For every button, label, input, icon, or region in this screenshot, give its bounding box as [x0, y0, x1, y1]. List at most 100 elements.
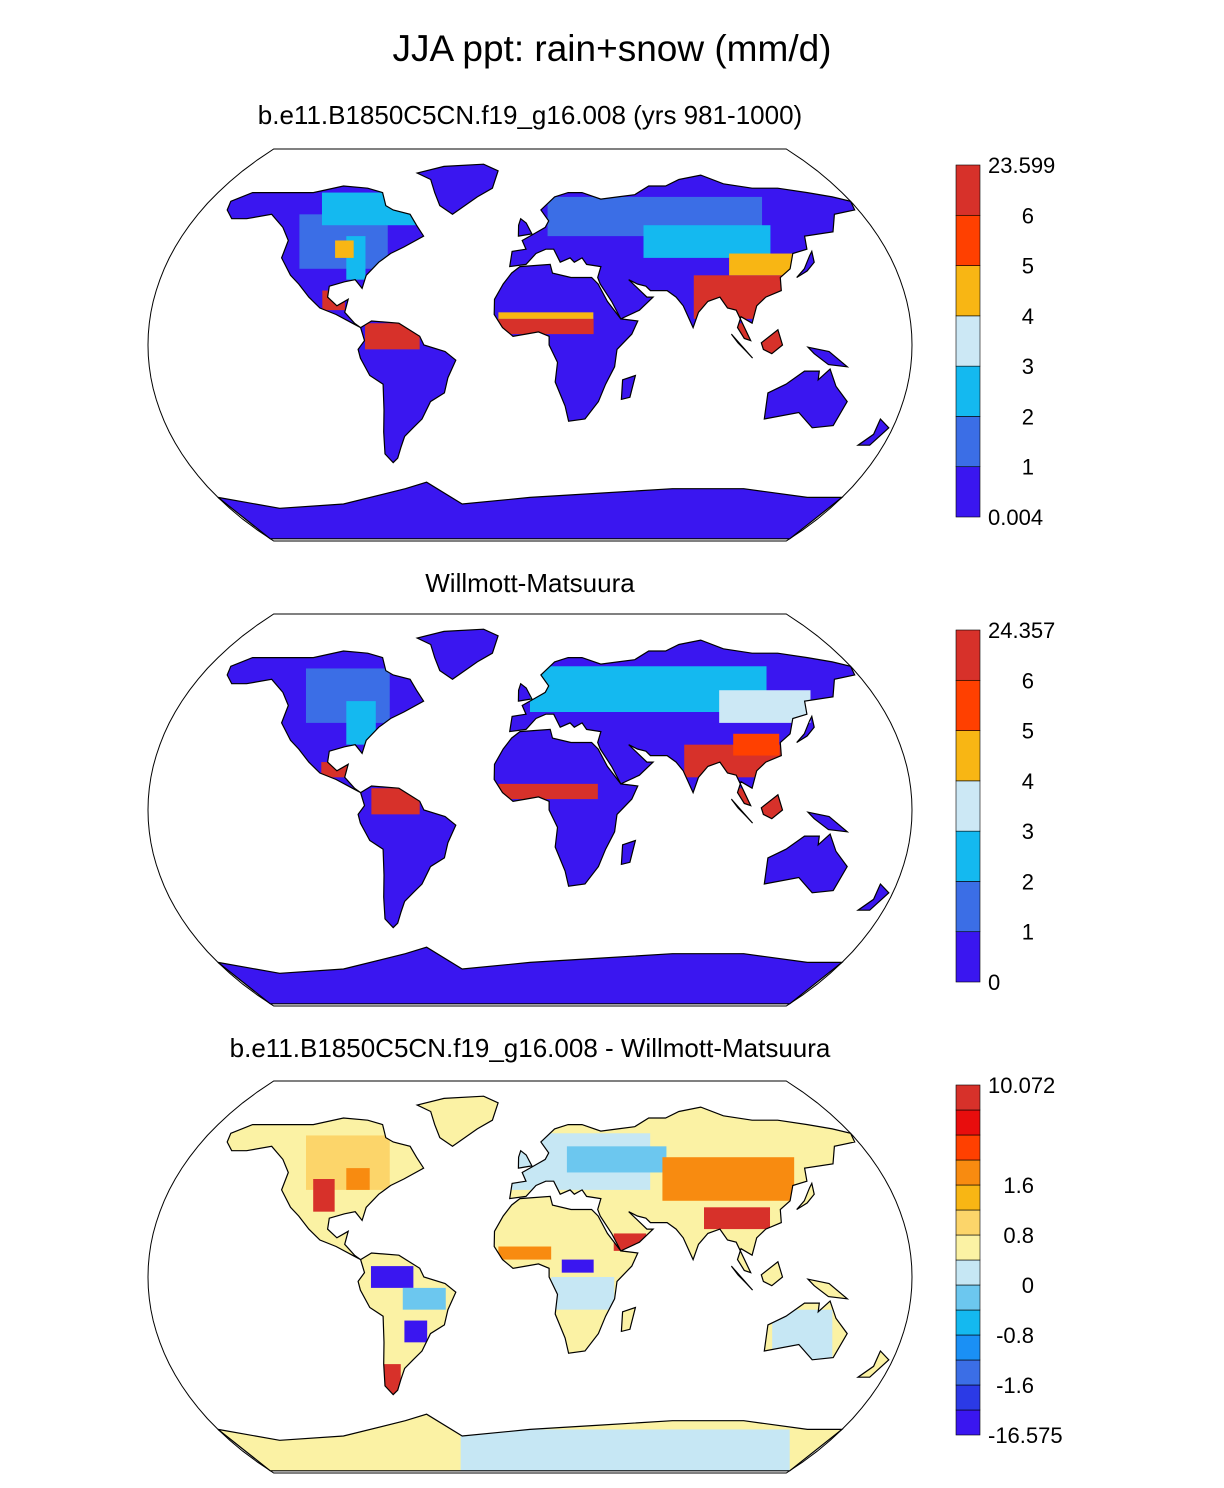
- colorbar-segment: [955, 1309, 981, 1336]
- coastline-australia: [763, 367, 848, 429]
- colorbar-segment: [955, 265, 981, 317]
- panel-title-model: b.e11.B1850C5CN.f19_g16.008 (yrs 981-100…: [257, 100, 803, 130]
- coastline-sumatra: [730, 333, 754, 359]
- coastline-madagascar: [620, 839, 637, 866]
- colorbar-segment: [955, 416, 981, 468]
- coastline-madagascar: [620, 374, 637, 401]
- coastline-newGuinea: [806, 1278, 850, 1300]
- colorbar-segment: [955, 780, 981, 832]
- coastline-greenland: [415, 163, 499, 216]
- coastline-uk: [517, 217, 533, 237]
- colorbar-segment: [955, 1334, 981, 1361]
- colorbar-segment: [955, 1359, 981, 1386]
- coastline-newGuinea: [806, 346, 850, 368]
- figure-title: JJA ppt: rain+snow (mm/d): [392, 28, 832, 69]
- coastline-newGuinea: [806, 811, 850, 833]
- colorbar-segment: [955, 1259, 981, 1286]
- colorbar-tick-label: 6: [1022, 668, 1034, 693]
- coastline-southAmerica: [357, 320, 457, 464]
- colorbar-diff: -16.575 -1.6 -0.8 0 0.8 1.6 10.072: [955, 1073, 1063, 1448]
- coastline-africa: [493, 728, 639, 887]
- coastline-antarctica: [217, 481, 844, 540]
- colorbar-tick-label: -16.575: [988, 1423, 1063, 1448]
- colorbar-segment: [955, 1084, 981, 1111]
- colorbar-segment: [955, 365, 981, 417]
- colorbar-segment: [955, 214, 981, 266]
- coastline-nz: [856, 1349, 890, 1378]
- panel-title-obs: Willmott-Matsuura: [425, 568, 635, 598]
- colorbar-tick-label: 5: [1022, 719, 1034, 744]
- coastline-northAmerica: [226, 650, 425, 794]
- coastline-antarctica: [217, 946, 844, 1005]
- colorbar-tick-label: 0: [1022, 1273, 1034, 1298]
- colorbar-segment: [955, 1409, 981, 1436]
- coastline-uk: [517, 1149, 533, 1169]
- colorbar-tick-label: 6: [1022, 203, 1034, 228]
- coastline-northAmerica: [226, 185, 425, 329]
- colorbar-segment: [955, 679, 981, 731]
- coastline-africa: [493, 263, 639, 422]
- colorbar-segment: [955, 1384, 981, 1411]
- coastline-nz: [856, 417, 890, 446]
- colorbar-tick-label: 0.8: [1003, 1223, 1034, 1248]
- colorbar-tick-label: 0: [988, 970, 1000, 995]
- coastline-japan: [796, 1181, 815, 1211]
- colorbar-tick-label: 1.6: [1003, 1173, 1034, 1198]
- coastline-japan: [796, 714, 815, 744]
- colorbar-tick-label: -1.6: [996, 1373, 1034, 1398]
- colorbar-tick-label: 24.357: [988, 618, 1055, 643]
- colorbar-segment: [955, 1109, 981, 1136]
- coastline-nz: [856, 882, 890, 911]
- colorbar-tick-label: 4: [1022, 304, 1034, 329]
- coastline-eurasia: [508, 639, 856, 807]
- colorbar-segment: [955, 730, 981, 782]
- colorbar-tick-label: 5: [1022, 254, 1034, 279]
- colorbar-model: 0.004 1 2 3 4 5 6 23.599: [955, 153, 1055, 530]
- colorbar-tick-label: 2: [1022, 869, 1034, 894]
- coastline-sumatra: [730, 1265, 754, 1291]
- colorbar-tick-label: -0.8: [996, 1323, 1034, 1348]
- colorbar-tick-label: 0.004: [988, 505, 1043, 530]
- map-obs: [147, 613, 913, 1007]
- coastline-southAmerica: [357, 785, 457, 929]
- colorbar-segment: [955, 830, 981, 882]
- colorbar-obs: 01 2 3 4 5 6 24.357: [955, 618, 1055, 995]
- coastline-australia: [763, 832, 848, 894]
- coastline-borneo: [760, 328, 784, 355]
- colorbar-segment: [955, 164, 981, 216]
- colorbar-tick-label: 4: [1022, 769, 1034, 794]
- coastline-antarctica: [217, 1413, 844, 1472]
- coastline-northAmerica: [226, 1117, 425, 1261]
- colorbar-segment: [955, 1134, 981, 1161]
- coastline-greenland: [415, 628, 499, 681]
- colorbar-segment: [955, 1209, 981, 1236]
- map-diff: [147, 1080, 913, 1474]
- coastline-eurasia: [508, 1106, 856, 1274]
- coastline-uk: [517, 682, 533, 702]
- colorbar-segment: [955, 1234, 981, 1261]
- colorbar-tick-label: 3: [1022, 819, 1034, 844]
- colorbar-segment: [955, 466, 981, 518]
- coastline-africa: [493, 1195, 639, 1354]
- colorbar-segment: [955, 1184, 981, 1211]
- colorbar-segment: [955, 931, 981, 983]
- map-model: [147, 148, 913, 542]
- coastline-madagascar: [620, 1306, 637, 1333]
- coastline-borneo: [760, 793, 784, 820]
- coastline-australia: [763, 1299, 848, 1361]
- colorbar-tick-label: 1: [1022, 455, 1034, 480]
- colorbar-segment: [955, 881, 981, 933]
- coastline-sumatra: [730, 798, 754, 824]
- colorbar-segment: [955, 1284, 981, 1311]
- coastline-southAmerica: [357, 1252, 457, 1396]
- colorbar-tick-label: 1: [1022, 920, 1034, 945]
- colorbar-tick-label: 3: [1022, 354, 1034, 379]
- coastline-borneo: [760, 1260, 784, 1287]
- colorbar-tick-label: 23.599: [988, 153, 1055, 178]
- colorbar-segment: [955, 1159, 981, 1186]
- panel-title-diff: b.e11.B1850C5CN.f19_g16.008 - Willmott-M…: [229, 1033, 831, 1063]
- colorbar-segment: [955, 629, 981, 681]
- coastline-eurasia: [508, 174, 856, 342]
- coastline-greenland: [415, 1095, 499, 1148]
- colorbar-tick-label: 2: [1022, 404, 1034, 429]
